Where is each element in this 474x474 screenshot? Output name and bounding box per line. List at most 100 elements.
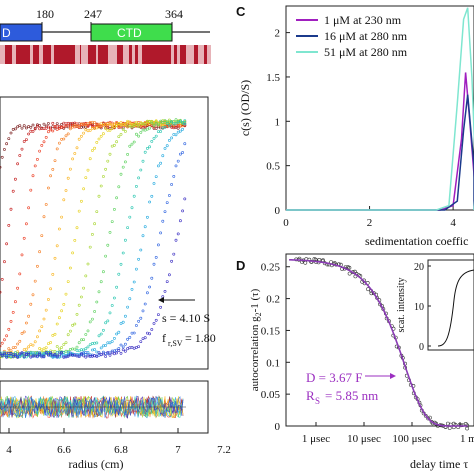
boundary-point <box>77 355 81 359</box>
boundary-point <box>143 128 147 132</box>
inset-ticks: 0 10 20 <box>414 262 431 353</box>
panel-d-fit-line <box>289 259 468 427</box>
boundary-point <box>64 341 68 345</box>
boundary-point <box>141 159 145 163</box>
boundary-point <box>152 136 156 140</box>
boundary-point <box>108 353 112 357</box>
boundary-point <box>137 176 141 180</box>
boundary-point <box>128 215 132 219</box>
boundary-point <box>130 345 134 349</box>
boundary-point <box>163 147 167 150</box>
boundary-point <box>16 125 20 129</box>
boundary-point <box>143 225 147 229</box>
boundary-point <box>143 302 147 306</box>
boundary-point <box>148 332 152 336</box>
boundary-point <box>102 270 105 274</box>
boundary-point <box>13 345 17 349</box>
boundary-point <box>156 313 160 317</box>
boundary-point <box>104 127 108 130</box>
boundary-point <box>110 340 114 343</box>
boundary-point <box>75 312 79 316</box>
rs-label: R <box>306 388 315 403</box>
boundary-point <box>27 345 31 349</box>
s-arrow-head <box>158 297 164 303</box>
boundary-point <box>60 346 64 349</box>
boundary-point <box>84 351 88 354</box>
boundary-point <box>47 186 50 190</box>
boundary-point <box>152 125 156 129</box>
boundary-point <box>128 124 132 128</box>
boundary-point <box>82 125 86 129</box>
boundary-point <box>55 147 59 151</box>
boundary-point <box>113 296 116 300</box>
boundary-point <box>97 125 101 129</box>
boundary-point <box>31 343 35 347</box>
boundary-point <box>93 146 97 150</box>
boundary-point <box>183 122 187 126</box>
boundary-point <box>62 343 66 346</box>
boundary-point <box>117 349 121 353</box>
boundary-point <box>29 355 33 359</box>
boundary-point <box>110 351 114 355</box>
boundary-point <box>143 150 147 154</box>
boundary-point <box>60 123 64 126</box>
boundary-point <box>60 309 64 313</box>
boundary-point <box>38 149 42 153</box>
boundary-point <box>150 139 154 143</box>
boundary-point <box>91 123 94 127</box>
boundary-point <box>7 347 11 351</box>
boundary-point <box>44 135 48 139</box>
boundary-point <box>0 290 2 294</box>
boundary-point <box>49 351 53 355</box>
boundary-point <box>152 123 156 126</box>
boundary-point <box>80 125 83 129</box>
boundary-point <box>130 206 134 210</box>
boundary-point <box>167 194 171 197</box>
boundary-point <box>53 332 57 336</box>
boundary-point <box>181 121 185 124</box>
boundary-point <box>93 348 97 351</box>
panel-c-series-line <box>286 7 474 211</box>
boundary-point <box>104 321 108 325</box>
rs-subscript: S <box>315 396 320 406</box>
boundary-point <box>181 209 185 213</box>
boundary-point <box>24 126 28 130</box>
boundary-point <box>9 319 13 323</box>
boundary-point <box>102 350 105 354</box>
boundary-point <box>75 146 79 150</box>
boundary-point <box>42 215 46 219</box>
boundary-point <box>93 341 97 345</box>
boundary-point <box>5 334 9 338</box>
boundary-point <box>16 162 20 166</box>
boundary-point <box>134 123 138 126</box>
boundary-point <box>132 331 136 335</box>
boundary-point <box>139 316 143 320</box>
boundary-point <box>77 341 81 345</box>
boundary-point <box>152 262 156 266</box>
stripe-band <box>126 45 129 64</box>
boundary-point <box>88 320 92 324</box>
boundary-traces <box>0 118 187 359</box>
boundary-point <box>152 322 156 325</box>
boundary-point <box>27 351 31 355</box>
boundary-point <box>71 157 75 161</box>
boundary-point <box>42 122 46 126</box>
boundary-point <box>97 137 101 141</box>
boundary-point <box>170 183 174 186</box>
boundary-point <box>62 137 66 141</box>
boundary-point <box>119 351 123 355</box>
boundary-point <box>82 286 86 290</box>
boundary-point <box>73 121 77 125</box>
boundary-point <box>86 352 90 356</box>
boundary-point <box>145 291 149 295</box>
panel-c-letter: C <box>236 4 246 19</box>
f-subscript: r,SV <box>168 339 183 348</box>
boundary-point <box>71 125 75 129</box>
panel-c-xlabel: sedimentation coeffic <box>365 234 468 248</box>
boundary-point <box>5 142 9 146</box>
boundary-point <box>18 154 22 157</box>
stripe-band <box>84 45 88 64</box>
boundary-point <box>150 276 154 280</box>
boundary-point <box>3 148 6 151</box>
domain-number-180: 180 <box>36 7 54 21</box>
